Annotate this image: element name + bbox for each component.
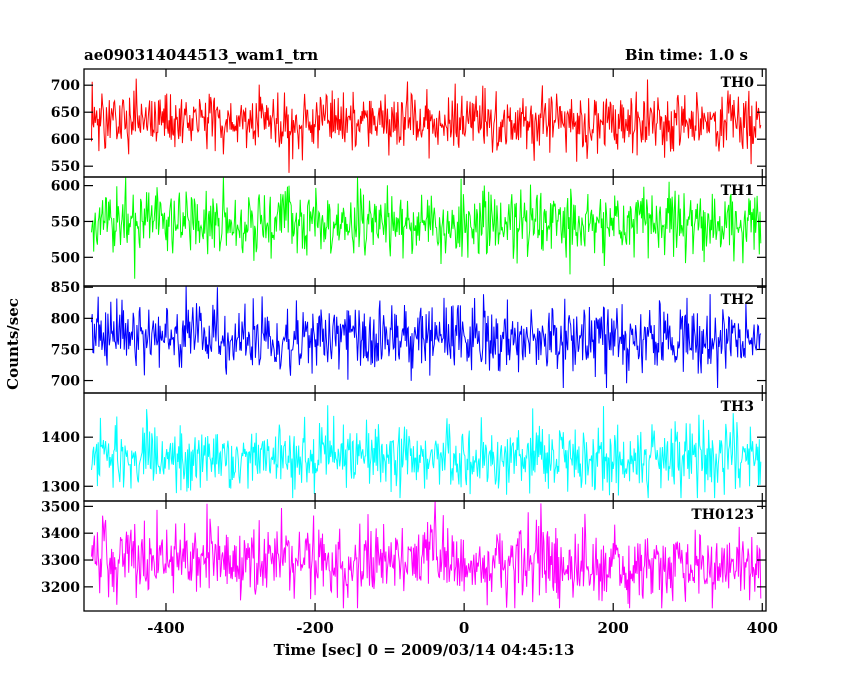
panel-th0: 550 600 650 700 TH0: [51, 68, 767, 178]
series-line-th1: [91, 176, 762, 279]
chart-title: ae090314044513_wam1_trn: [84, 46, 318, 64]
x-tick-label: 0: [459, 619, 469, 637]
panel-th0123: 3200 3300 3400 3500 TH0123: [41, 499, 767, 612]
x-tick-label: 200: [598, 619, 629, 637]
series-line-th2: [91, 285, 762, 389]
y-tick-label: 3400: [41, 526, 80, 542]
y-tick-label: 650: [51, 105, 80, 121]
y-tick-label: 3300: [41, 553, 80, 569]
x-axis: -400 -200 0 200 400: [147, 619, 778, 637]
x-tick-label: -400: [147, 619, 185, 637]
y-tick-label: 3500: [41, 499, 80, 515]
panel-th3: 1300 1400 TH3: [41, 392, 767, 502]
y-tick-label: 550: [51, 159, 80, 175]
y-tick-label: 550: [51, 214, 80, 230]
series-line-th3: [91, 405, 762, 499]
series-line-th0123: [91, 500, 762, 609]
panels-group: 550 600 650 700 TH0 500 550 600 TH1 700 750 800 850 T…: [41, 68, 767, 612]
panel-label: TH0123: [691, 507, 754, 523]
y-axis-label: Counts/sec: [4, 298, 22, 390]
series-line-th0: [91, 78, 762, 173]
y-tick-label: 800: [51, 311, 80, 327]
panel-th2: 700 750 800 850 TH2: [51, 280, 767, 394]
bin-time-label: Bin time: 1.0 s: [625, 46, 748, 64]
y-tick-label: 600: [51, 132, 80, 148]
panel-th1: 500 550 600 TH1: [51, 176, 767, 287]
x-tick-label: -200: [296, 619, 334, 637]
y-tick-label: 700: [51, 374, 80, 390]
panel-label: TH2: [721, 292, 754, 308]
panel-label: TH0: [721, 75, 755, 91]
x-tick-label: 400: [747, 619, 778, 637]
y-tick-label: 500: [51, 250, 80, 266]
panel-frame: [83, 500, 767, 612]
panel-label: TH1: [721, 183, 754, 199]
y-tick-label: 850: [51, 280, 80, 296]
y-tick-label: 600: [51, 179, 80, 195]
y-tick-label: 1300: [41, 479, 80, 495]
y-tick-label: 750: [51, 342, 80, 358]
y-tick-label: 3200: [41, 580, 80, 596]
y-tick-label: 700: [51, 78, 80, 94]
y-tick-label: 1400: [41, 430, 80, 446]
x-axis-label: Time [sec] 0 = 2009/03/14 04:45:13: [274, 641, 575, 659]
panel-label: TH3: [721, 399, 754, 415]
